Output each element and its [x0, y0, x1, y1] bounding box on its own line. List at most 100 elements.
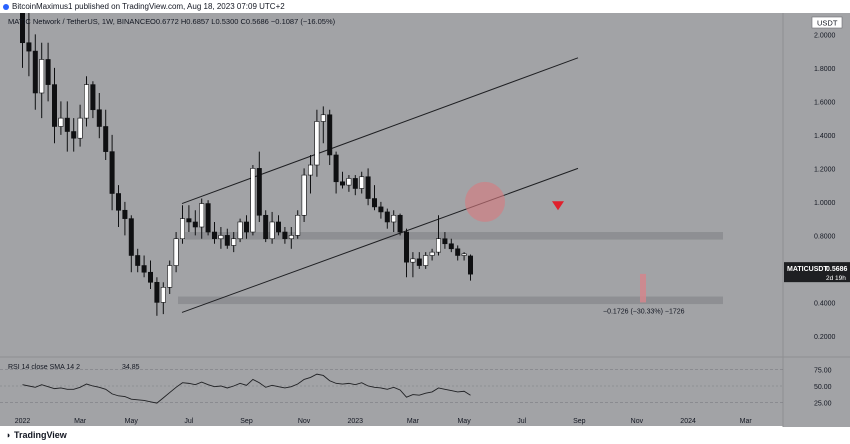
candle-bearish [397, 214, 403, 233]
x-tick-label: 2023 [348, 418, 364, 425]
legend-ohlc: O0.6772 H0.6857 L0.5300 C0.5686 −0.1087 … [150, 17, 336, 26]
measure-box [640, 273, 646, 303]
y-tick-label: 1.6000 [814, 99, 836, 106]
support-zone [178, 296, 723, 305]
y-tick-label: 1.2000 [814, 166, 836, 173]
candle-bearish [339, 181, 345, 186]
candle-bullish [410, 258, 416, 263]
publisher-line: BitcoinMaximus1 published on TradingView… [12, 2, 285, 11]
candle-bearish [244, 221, 250, 233]
x-tick-label: Jul [517, 418, 526, 425]
candle-bearish [45, 59, 51, 85]
candle-bearish [141, 265, 147, 273]
candle-bearish [19, 13, 25, 44]
price-label-symbol: MATICUSDT [787, 266, 828, 273]
candle-bullish [180, 218, 186, 240]
rsi-line [22, 373, 471, 404]
candle-bullish [39, 59, 45, 94]
candle-bullish [160, 287, 166, 303]
price-label-box [784, 262, 850, 283]
candle-bearish [224, 235, 230, 246]
candle-bullish [320, 114, 326, 122]
candle-bearish [467, 255, 473, 275]
candle-bearish [148, 271, 154, 283]
candle-bearish [90, 84, 96, 111]
publisher-bar: BitcoinMaximus1 published on TradingView… [0, 0, 850, 13]
candle-bullish [435, 238, 441, 253]
y-tick-label: 1.8000 [814, 66, 836, 73]
y-tick-label: 2.0000 [814, 32, 836, 39]
candle-bullish [237, 221, 243, 240]
tradingview-logo[interactable]: ◗ TradingView [6, 430, 67, 440]
candle-bullish [199, 203, 205, 228]
candle-bullish [423, 255, 429, 266]
candle-bearish [333, 154, 339, 183]
rsi-value: 34.85 [122, 364, 140, 371]
x-tick-label: Mar [74, 418, 87, 425]
candle-bearish [403, 231, 409, 263]
candle-bearish [154, 281, 160, 303]
candle-bearish [96, 109, 102, 127]
time-axis-background [0, 412, 783, 426]
footer-bar: ◗ TradingView [0, 427, 850, 443]
candle-bullish [307, 164, 313, 176]
currency-badge-box [811, 16, 843, 29]
x-tick-label: Nov [298, 418, 311, 425]
candle-bearish [103, 126, 109, 152]
candle-bearish [64, 117, 70, 132]
candle-bullish [218, 235, 224, 240]
price-label-countdown: 2d 19h [826, 275, 846, 282]
currency-badge: USDT [817, 19, 838, 28]
candle-bullish [288, 235, 294, 240]
candle-bearish [51, 84, 57, 127]
candle-bearish [378, 206, 384, 213]
x-tick-label: May [125, 418, 139, 425]
x-tick-label: Mar [740, 418, 753, 425]
candle-bearish [448, 243, 454, 250]
candle-bullish [295, 214, 301, 236]
candle-bearish [128, 218, 134, 256]
candle-bearish [365, 176, 371, 199]
candle-bearish [442, 238, 448, 245]
candle-bullish [461, 253, 467, 256]
candle-bearish [384, 211, 390, 223]
measure-label: −0.1726 (−30.33%) −1726 [603, 308, 685, 315]
candle-bullish [250, 168, 256, 233]
red-triangle-marker [552, 201, 564, 211]
candle-bullish [391, 214, 397, 223]
candle-bearish [327, 114, 333, 156]
legend-symbol: MATIC Network / TetherUS, 1W, BINANCE [8, 17, 150, 26]
footer-brand: TradingView [13, 430, 67, 440]
x-tick-label: Mar [407, 418, 420, 425]
candle-bearish [212, 231, 218, 240]
candle-bearish [256, 168, 262, 216]
candle-bearish [455, 248, 461, 256]
candle-bullish [429, 251, 435, 256]
candle-bullish [84, 84, 90, 119]
price-axis-background [783, 13, 850, 427]
x-tick-label: Jul [184, 418, 193, 425]
y-tick-label: 0.8000 [814, 233, 836, 240]
candle-bearish [371, 198, 377, 208]
rsi-label: RSI 14 close SMA 14 2 [8, 364, 80, 371]
breakdown-circle [465, 181, 505, 222]
price-chart[interactable]: −0.1726 (−30.33%) −1726 MATIC Network / T… [0, 13, 850, 427]
price-label-value: 0.5686 [826, 266, 848, 273]
upper-channel-line [181, 57, 579, 205]
lower-channel-line [181, 167, 579, 313]
candle-bearish [135, 255, 141, 266]
candle-bearish [122, 209, 128, 219]
candle-bullish [269, 221, 275, 240]
candle-bullish [231, 238, 237, 246]
candle-bullish [346, 178, 352, 186]
tradingview-avatar-icon [3, 3, 9, 10]
x-tick-label: 2022 [15, 418, 31, 425]
candle-bullish [301, 174, 307, 216]
y-tick-label: 1.4000 [814, 133, 836, 140]
rsi-tick-label: 50.00 [814, 384, 832, 391]
x-tick-label: 2024 [680, 418, 696, 425]
resistance-zone [185, 232, 723, 240]
candle-bearish [116, 193, 122, 211]
candle-bearish [282, 231, 288, 240]
candle-bearish [32, 50, 38, 94]
